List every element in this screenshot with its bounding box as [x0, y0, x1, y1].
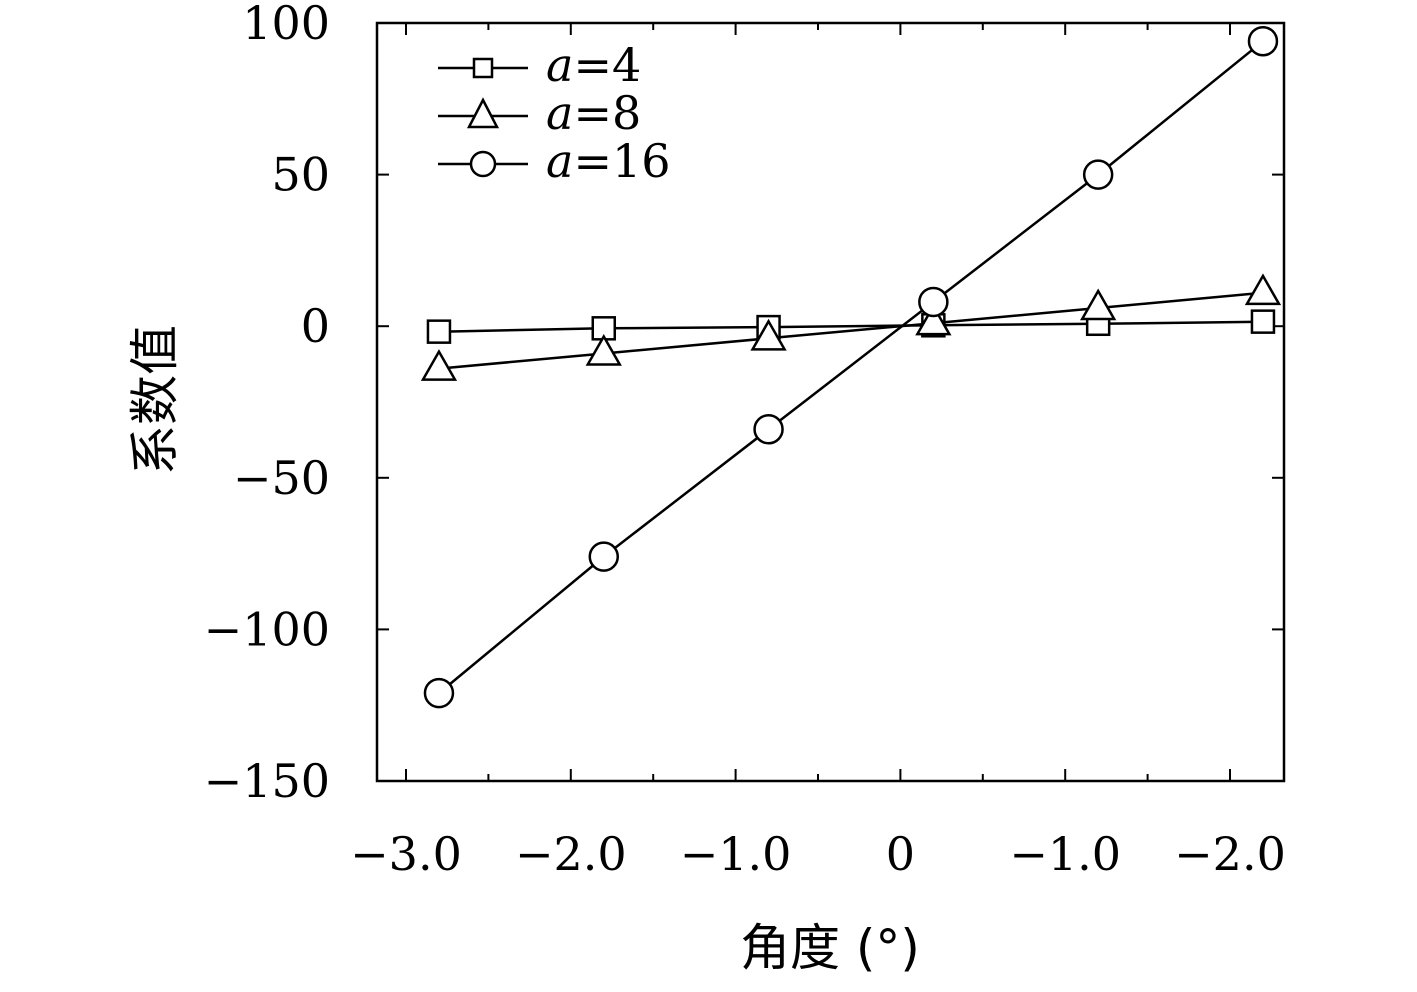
data-point-square [1250, 309, 1276, 334]
data-point-triangle [1244, 273, 1282, 306]
legend-marker-square [472, 57, 494, 79]
legend-marker-circle [469, 150, 497, 178]
legend-label-a4: a=4 [546, 38, 641, 92]
data-point-circle [918, 286, 949, 318]
data-point-triangle [420, 349, 458, 381]
x-tick-label: 0 [886, 827, 915, 881]
x-tick-label: −3.0 [350, 827, 462, 881]
data-point-square [426, 319, 452, 344]
x-tick-label: −1.0 [680, 827, 792, 881]
data-series [420, 25, 1282, 709]
series-line-circle [438, 40, 1264, 695]
y-tick-labels: 100 50 0 −50 −100 −150 [204, 0, 330, 808]
data-point-triangle [1080, 288, 1117, 321]
data-point-circle [588, 541, 620, 572]
data-point-circle [1082, 159, 1114, 190]
y-tick-label: 0 [301, 299, 330, 353]
y-tick-label: 100 [242, 0, 330, 50]
y-axis-title: 系数值 [126, 325, 184, 475]
y-tick-label: −50 [233, 451, 330, 505]
y-tick-label: −150 [204, 754, 330, 808]
data-point-circle [1247, 25, 1279, 57]
legend-label-a8: a=8 [546, 86, 641, 140]
x-axis-title: 角度 (°) [740, 919, 920, 977]
series-line-triangle [438, 291, 1264, 370]
legend-marker-triangle [466, 97, 500, 129]
legend: a=4 a=8 a=16 [438, 38, 671, 188]
data-point-triangle [915, 303, 952, 336]
axis-ticks [377, 22, 1284, 782]
x-tick-label: −1.0 [1009, 827, 1121, 881]
legend-label-a16: a=16 [546, 134, 671, 188]
series-line-square [438, 320, 1264, 333]
x-tick-label: −2.0 [1174, 827, 1286, 881]
data-point-circle [423, 677, 455, 709]
data-point-triangle [585, 333, 622, 366]
data-point-triangle [750, 318, 787, 351]
plot-frame [375, 21, 1286, 783]
x-tick-labels: −3.0 −2.0 −1.0 0 −1.0 −2.0 [350, 827, 1286, 881]
data-point-circle [753, 414, 784, 445]
x-tick-label: −2.0 [515, 827, 627, 881]
y-tick-label: 50 [271, 148, 330, 202]
y-tick-label: −100 [204, 602, 330, 656]
